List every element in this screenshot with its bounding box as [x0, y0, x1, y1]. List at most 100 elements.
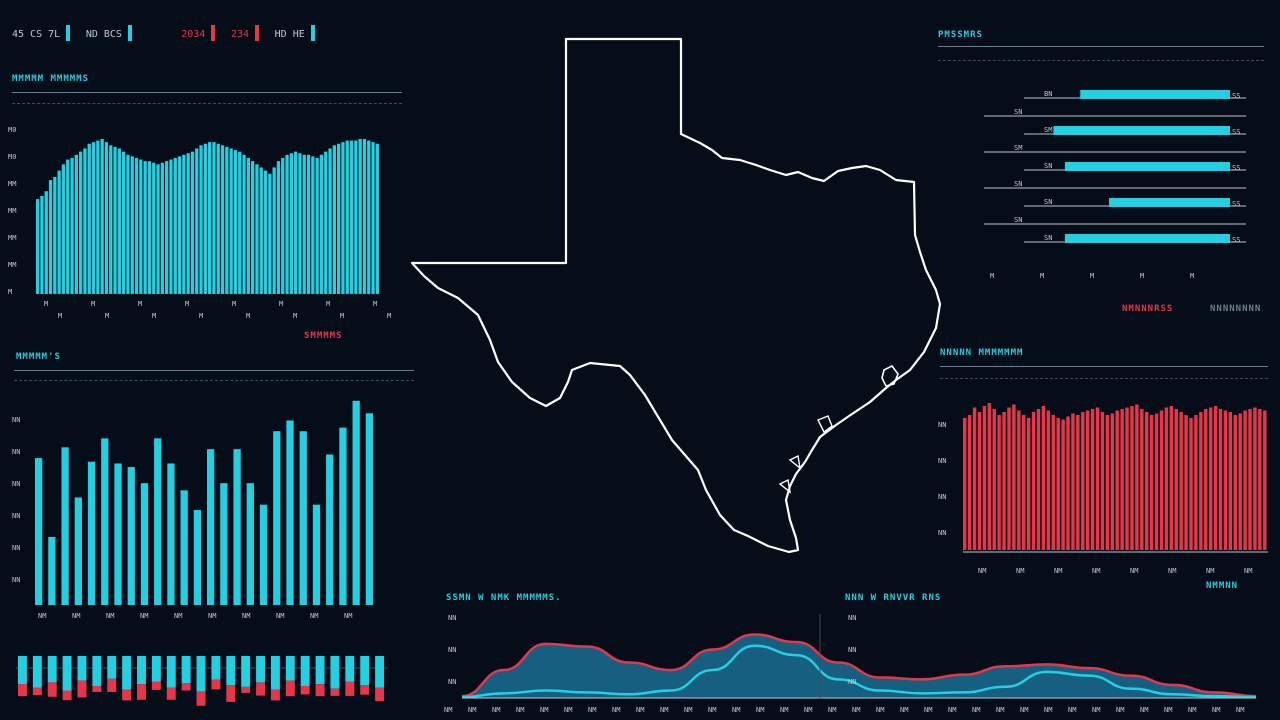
value-label: SS	[1232, 236, 1240, 244]
bar	[1066, 416, 1070, 550]
bar	[1140, 409, 1144, 550]
value-label: SS	[1232, 200, 1240, 208]
bar-down	[47, 682, 57, 697]
texas-outline	[410, 37, 942, 554]
bar-up	[181, 656, 191, 684]
bar-down	[300, 686, 310, 695]
bar	[324, 151, 328, 294]
bar	[1115, 410, 1119, 550]
x-tick-label: NM	[636, 706, 644, 714]
bar	[1046, 410, 1051, 550]
bar	[1159, 410, 1164, 550]
bar	[53, 176, 57, 294]
x-tick-label: NM	[900, 706, 908, 714]
bar	[1064, 162, 1230, 171]
bar	[225, 146, 229, 294]
mid-right-chart: NN NN NN NN NM NM NM NM NM NM NM NM	[938, 403, 1268, 575]
y-tick-label: NN	[12, 480, 20, 488]
bar	[1258, 409, 1262, 550]
divider	[938, 46, 1264, 47]
bar	[367, 140, 371, 294]
bar	[87, 461, 96, 605]
bottom-left-chart	[16, 656, 388, 706]
bar	[199, 145, 203, 294]
bar-down	[375, 687, 385, 701]
top-left-title: MMMMM MMMMMS	[12, 74, 90, 84]
x-tick-label: NM	[208, 612, 216, 620]
x-tick-label: M	[293, 312, 297, 320]
bar	[1061, 419, 1065, 550]
bar	[36, 199, 40, 294]
bar	[1064, 234, 1230, 243]
x-tick-label: NM	[1044, 706, 1052, 714]
bar	[122, 151, 126, 294]
series-line-red	[461, 633, 1257, 698]
bar	[126, 154, 130, 294]
bar-down	[211, 679, 221, 690]
x-tick-label: NM	[996, 706, 1004, 714]
bar-up	[300, 656, 310, 686]
divider	[938, 60, 1264, 61]
bar	[311, 156, 315, 294]
y-tick-label: M0	[8, 126, 16, 134]
bar	[208, 142, 212, 294]
x-tick-label: NM	[1130, 567, 1138, 575]
bar	[233, 449, 241, 605]
bar	[1204, 409, 1208, 550]
x-tick-label: NM	[780, 706, 788, 714]
x-tick-label: NM	[344, 612, 352, 620]
bar	[306, 154, 311, 294]
y-tick-label: NN	[938, 529, 946, 537]
bar	[302, 154, 306, 294]
bar-down	[137, 684, 146, 700]
bar	[1213, 406, 1218, 550]
x-tick-label: NM	[540, 706, 548, 714]
bar	[1100, 412, 1105, 550]
bar-up	[360, 656, 370, 686]
bar	[1189, 418, 1193, 550]
x-tick-label: NM	[492, 706, 500, 714]
top-right-footer-red: NMNNNRSS	[1122, 304, 1174, 314]
y-tick-label: MM	[8, 180, 16, 188]
bar	[203, 143, 207, 294]
bar	[1154, 413, 1159, 550]
bar	[987, 403, 992, 550]
bar	[992, 409, 996, 550]
bar	[1109, 198, 1230, 207]
y-tick-label: NN	[848, 678, 856, 686]
bar	[195, 148, 199, 294]
bar	[1056, 418, 1060, 550]
bar	[40, 195, 44, 294]
x-tick-label: M	[1190, 272, 1194, 280]
bar	[87, 143, 91, 294]
bar	[1238, 413, 1242, 550]
bottom-area-chart: NN NN NN NN NN NN NM NM NM NM NM NM NM NM NM NM NM NM NM NM…	[444, 614, 1257, 714]
x-tick-label: NM	[564, 706, 572, 714]
top-left-footer: SMMMMS	[304, 331, 343, 341]
x-tick-label: NM	[684, 706, 692, 714]
bar	[242, 154, 246, 294]
x-tick-label: NM	[1054, 567, 1062, 575]
y-tick-label: NN	[448, 646, 456, 654]
bar	[1243, 410, 1247, 550]
bar	[1036, 409, 1041, 550]
bar	[233, 150, 238, 294]
x-tick-label: M	[387, 312, 391, 320]
mid-right-title: NNNNN MMMMMMM	[940, 348, 1024, 358]
bar-up	[315, 656, 325, 685]
bar	[167, 463, 175, 605]
bar	[246, 157, 250, 294]
x-tick-label: M	[990, 272, 994, 280]
bar-up	[151, 656, 161, 682]
y-tick-label: NN	[448, 614, 456, 622]
bar	[96, 140, 100, 294]
bar	[104, 142, 109, 294]
x-tick-label: NM	[612, 706, 620, 714]
bar-up	[256, 656, 266, 683]
x-tick-label: M	[232, 300, 236, 308]
bar	[1194, 415, 1198, 550]
value-label: SS	[1232, 128, 1240, 136]
bar	[1169, 406, 1174, 550]
y-tick-label: NN	[448, 678, 456, 686]
x-tick-label: M	[1140, 272, 1144, 280]
